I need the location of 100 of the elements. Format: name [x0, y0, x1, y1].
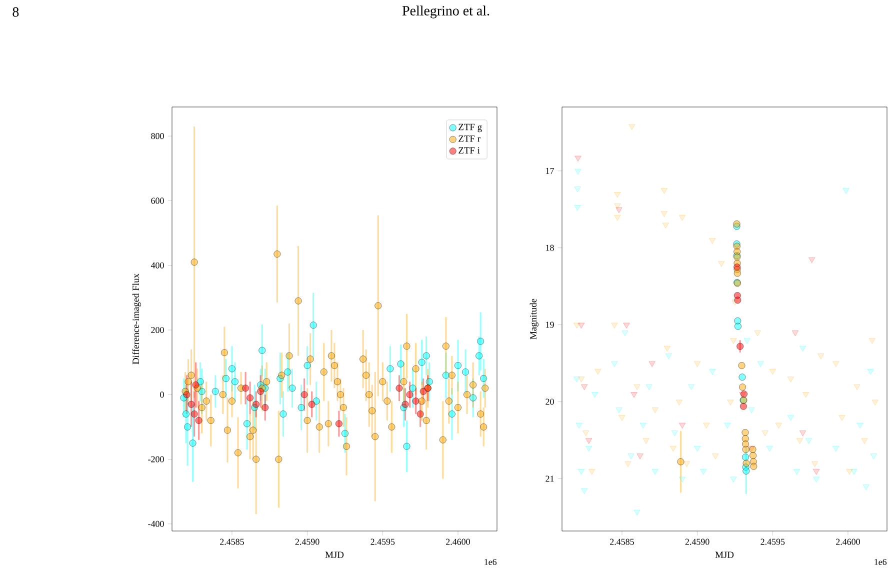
point	[854, 384, 860, 390]
point	[683, 461, 690, 468]
point	[872, 400, 878, 406]
point	[403, 442, 410, 450]
point	[576, 422, 582, 429]
point	[754, 330, 761, 336]
point	[616, 407, 622, 414]
point	[618, 415, 626, 421]
point	[736, 342, 744, 350]
point	[300, 391, 308, 398]
point	[294, 297, 302, 304]
point	[578, 376, 585, 382]
point	[742, 460, 750, 467]
point	[678, 476, 686, 482]
point	[574, 186, 581, 192]
y-tick-label: 18	[546, 244, 554, 251]
point	[802, 392, 810, 398]
point	[341, 430, 348, 437]
point	[422, 416, 430, 424]
point	[574, 168, 582, 175]
point	[320, 368, 328, 376]
point	[738, 362, 746, 370]
text: Pellegrino et al.	[402, 6, 490, 18]
point	[418, 398, 426, 405]
point	[664, 346, 670, 352]
point	[611, 361, 618, 368]
point	[578, 322, 585, 329]
point	[842, 188, 850, 194]
point	[648, 361, 656, 368]
point	[867, 368, 874, 375]
point	[222, 374, 230, 382]
point	[724, 422, 731, 429]
y-tick-label: 19	[546, 322, 554, 328]
point	[403, 342, 410, 350]
point	[611, 322, 618, 329]
point	[660, 188, 668, 194]
point	[439, 436, 446, 444]
point	[744, 338, 750, 344]
x-axis-title: MJD	[325, 552, 344, 558]
x-tick-label: 2.4595	[370, 538, 395, 545]
point	[813, 476, 820, 482]
point	[212, 388, 219, 395]
point	[308, 400, 316, 408]
point	[662, 222, 669, 229]
point	[665, 354, 672, 360]
point	[806, 438, 812, 444]
point	[198, 388, 206, 395]
x-tick-label: 2.4585	[220, 538, 244, 545]
point	[219, 391, 226, 398]
y-tick-label: 800	[151, 133, 164, 140]
point	[832, 361, 840, 368]
point	[670, 446, 677, 452]
point	[762, 430, 768, 436]
point	[228, 365, 236, 372]
point	[360, 356, 367, 363]
point	[246, 394, 254, 402]
point	[195, 416, 202, 424]
point	[846, 468, 853, 475]
point	[748, 407, 755, 414]
point	[630, 392, 638, 398]
point	[362, 372, 370, 379]
point	[712, 454, 719, 460]
point	[190, 258, 198, 266]
point	[628, 124, 636, 130]
point	[275, 456, 282, 463]
y-tick-label: 0	[160, 392, 164, 398]
point	[188, 400, 195, 408]
point	[482, 384, 489, 392]
point	[278, 372, 286, 379]
point	[480, 423, 488, 430]
point	[742, 440, 750, 448]
text: 1e6	[484, 558, 497, 566]
point	[234, 449, 242, 456]
point	[799, 346, 806, 352]
point	[184, 423, 192, 430]
point	[304, 362, 311, 370]
point	[676, 400, 683, 406]
point	[812, 461, 818, 468]
point	[442, 372, 450, 379]
point	[727, 400, 734, 406]
point	[480, 374, 488, 382]
point	[652, 407, 658, 414]
point	[813, 468, 820, 475]
x-tick-label: 2.4585	[610, 538, 634, 545]
point	[671, 430, 678, 436]
point	[678, 422, 686, 429]
point	[730, 476, 737, 482]
y-axis-title: Magnitude	[530, 298, 538, 340]
point	[242, 384, 250, 392]
point	[628, 454, 634, 460]
point	[280, 410, 287, 418]
point	[190, 410, 198, 418]
point	[581, 384, 588, 390]
point	[284, 368, 292, 376]
point	[581, 488, 588, 494]
point	[734, 296, 742, 304]
point	[769, 368, 776, 375]
point	[592, 392, 598, 398]
point	[312, 398, 320, 405]
point	[750, 452, 757, 460]
